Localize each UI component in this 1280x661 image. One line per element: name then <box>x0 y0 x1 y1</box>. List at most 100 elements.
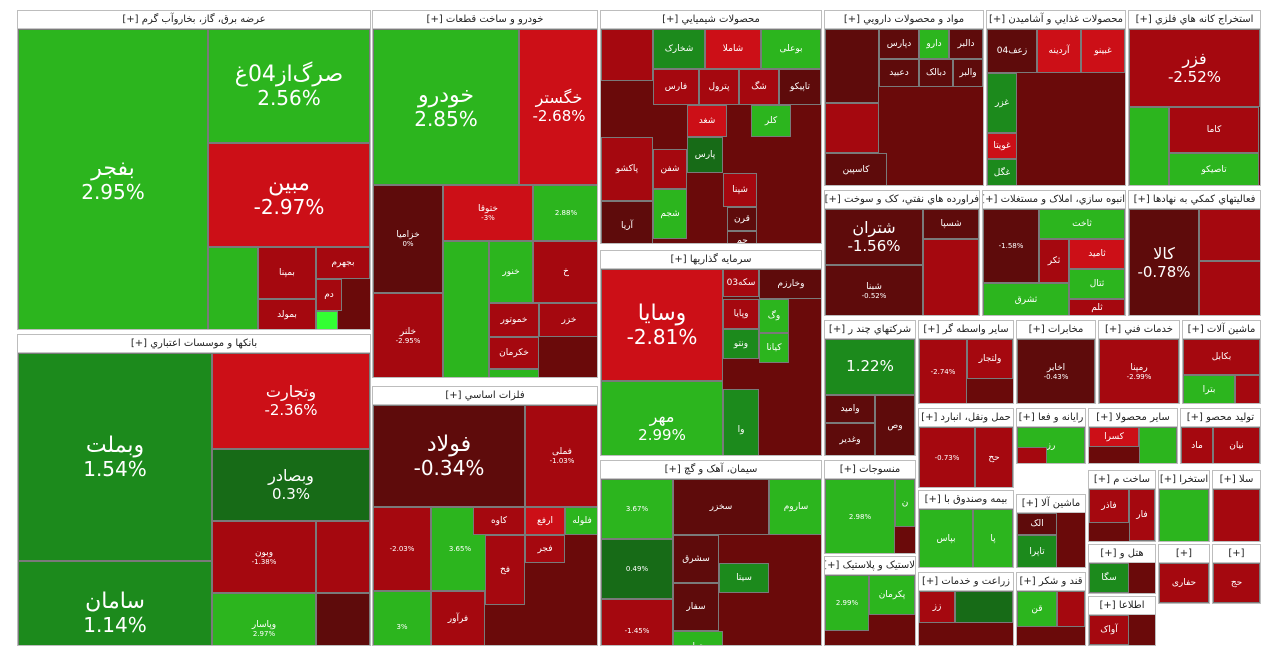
stock-tile[interactable]: 2.98% <box>825 479 895 553</box>
stock-tile[interactable]: وص <box>875 395 915 455</box>
stock-tile[interactable] <box>1199 261 1260 315</box>
stock-tile[interactable]: تاصیکو <box>1169 153 1259 185</box>
stock-tile[interactable]: دالبر <box>949 29 983 59</box>
sector-title[interactable]: مواد و محصولات دارويي [+] <box>825 11 983 29</box>
stock-tile[interactable]: حفاری <box>1159 563 1209 603</box>
stock-tile[interactable]: 3.67% <box>601 479 673 539</box>
stock-tile[interactable] <box>1199 209 1260 261</box>
stock-tile[interactable]: مبین -2.97% <box>208 143 370 247</box>
stock-tile[interactable]: وپاسار 2.97% <box>212 593 316 645</box>
sector-title[interactable]: هتل و [+] <box>1089 545 1155 563</box>
stock-tile[interactable]: قن <box>1017 591 1057 627</box>
stock-tile[interactable]: فملی -1.03% <box>525 405 597 507</box>
stock-tile[interactable]: ثتال <box>1069 269 1125 299</box>
stock-tile[interactable]: دارو <box>919 29 949 59</box>
sector-title[interactable]: بيمه وصندوق با [+] <box>919 491 1013 509</box>
stock-tile[interactable] <box>1235 375 1260 403</box>
stock-tile[interactable]: نیان <box>1213 427 1260 463</box>
stock-tile[interactable]: شپنا <box>723 173 757 207</box>
stock-tile[interactable] <box>316 593 370 645</box>
stock-tile[interactable]: شبنا -0.52% <box>825 265 923 315</box>
sector-title[interactable]: بانکها و موسسات اعتباري [+] <box>18 335 370 353</box>
stock-tile[interactable]: بپاس <box>919 509 973 567</box>
sector-title[interactable]: فراورده هاي نفتي، کک و سوخت [+] <box>825 191 979 209</box>
stock-tile[interactable]: ستران <box>673 631 723 645</box>
stock-tile[interactable]: وا <box>723 389 759 455</box>
stock-tile[interactable]: بفجر 2.95% <box>18 29 208 329</box>
stock-tile[interactable]: کسرا <box>1089 427 1139 447</box>
stock-tile[interactable]: شخارک <box>653 29 705 69</box>
stock-tile[interactable]: خکرمان <box>489 337 539 369</box>
stock-tile[interactable]: تاپیکو <box>779 69 821 105</box>
stock-tile[interactable]: سشرق <box>673 535 719 583</box>
sector-title[interactable]: فعالیتهاي کمکي به نهادها [+] <box>1129 191 1260 209</box>
stock-tile[interactable]: ماد <box>1181 427 1213 463</box>
stock-tile[interactable]: ثامید <box>1069 239 1125 269</box>
sector-title[interactable]: [+] <box>1213 545 1260 563</box>
stock-tile[interactable]: بترا <box>1183 375 1235 403</box>
stock-tile[interactable] <box>1213 489 1260 541</box>
stock-tile[interactable]: وپایا <box>723 299 759 329</box>
sector-title[interactable]: منسوجات [+] <box>825 461 915 479</box>
stock-tile[interactable]: دعبید <box>879 59 919 87</box>
stock-tile[interactable]: 1.22% <box>825 339 915 395</box>
stock-tile[interactable]: خودرو 2.85% <box>373 29 519 185</box>
stock-tile[interactable]: بجهرم <box>316 247 370 279</box>
stock-tile[interactable]: 2.88% <box>533 185 597 241</box>
stock-tile[interactable]: فرآور <box>431 591 485 645</box>
stock-tile[interactable]: وبصادر 0.3% <box>212 449 370 521</box>
stock-tile[interactable]: صرگ‌از04غ 2.56% <box>208 29 370 143</box>
stock-tile[interactable] <box>443 241 489 377</box>
stock-tile[interactable]: شگ <box>739 69 779 105</box>
stock-tile[interactable]: خلنر -2.95% <box>373 293 443 377</box>
stock-tile[interactable]: وخارزم <box>759 269 821 299</box>
stock-tile[interactable]: فجر <box>525 535 565 563</box>
stock-tile[interactable]: وتجارت -2.36% <box>212 353 370 449</box>
stock-tile[interactable] <box>825 103 879 153</box>
stock-tile[interactable]: -1.58% <box>983 209 1039 283</box>
stock-tile[interactable]: ثلم <box>1069 299 1125 315</box>
stock-tile[interactable]: خدیزل <box>489 369 539 377</box>
stock-tile[interactable]: اخابر -0.43% <box>1017 339 1095 403</box>
stock-tile[interactable]: خموتور <box>489 303 539 337</box>
stock-tile[interactable] <box>923 239 979 315</box>
stock-tile[interactable]: زعف04 <box>987 29 1037 73</box>
stock-tile[interactable]: کاوه <box>473 507 525 535</box>
stock-tile[interactable]: شتران -1.56% <box>825 209 923 265</box>
stock-tile[interactable]: ثشرق <box>983 283 1069 315</box>
stock-tile[interactable]: پکرمان <box>869 575 915 615</box>
stock-tile[interactable]: وگ <box>759 299 789 333</box>
stock-tile[interactable]: خزامیا 0% <box>373 185 443 293</box>
sector-title[interactable]: زراعت و خدمات [+] <box>919 573 1013 591</box>
stock-tile[interactable]: مهر 2.99% <box>601 381 723 455</box>
sector-title[interactable]: [+] <box>1159 545 1209 563</box>
stock-tile[interactable]: خزر <box>539 303 597 337</box>
stock-tile[interactable] <box>1017 447 1047 463</box>
stock-tile[interactable]: بوعلی <box>761 29 821 69</box>
sector-title[interactable]: فلزات اساسي [+] <box>373 387 597 405</box>
stock-tile[interactable]: کالا -0.78% <box>1129 209 1199 315</box>
sector-title[interactable]: حمل ونقل، انبارد [+] <box>919 409 1013 427</box>
stock-tile[interactable]: پا <box>973 509 1013 567</box>
stock-tile[interactable]: سگا <box>1089 563 1129 593</box>
sector-title[interactable]: اطلاعا [+] <box>1089 597 1155 615</box>
stock-tile[interactable]: -2.03% <box>373 507 431 591</box>
sector-title[interactable]: استخراج کانه هاي فلزي [+] <box>1129 11 1260 29</box>
stock-tile[interactable]: خگستر -2.68% <box>519 29 597 185</box>
stock-tile[interactable]: فلوله <box>565 507 597 535</box>
stock-tile[interactable]: پاکشو <box>601 137 653 201</box>
sector-title[interactable]: توليد محصو [+] <box>1181 409 1260 427</box>
sector-title[interactable]: رايانه و فعا [+] <box>1017 409 1085 427</box>
stock-tile[interactable]: دپارس <box>879 29 919 59</box>
stock-tile[interactable]: شجم <box>653 189 687 239</box>
stock-tile[interactable]: فخ <box>485 535 525 605</box>
sector-title[interactable]: ساير محصولا [+] <box>1089 409 1177 427</box>
sector-title[interactable]: مخابرات [+] <box>1017 321 1095 339</box>
stock-tile[interactable]: 0.49% <box>601 539 673 599</box>
stock-tile[interactable]: خنور <box>489 241 533 303</box>
stock-tile[interactable]: بمپنا <box>258 247 316 299</box>
stock-tile[interactable]: تاپرا <box>1017 535 1057 567</box>
stock-tile[interactable]: پارس <box>687 137 723 173</box>
sector-title[interactable]: سلا [+] <box>1213 471 1260 489</box>
stock-tile[interactable]: آواک <box>1089 615 1129 645</box>
